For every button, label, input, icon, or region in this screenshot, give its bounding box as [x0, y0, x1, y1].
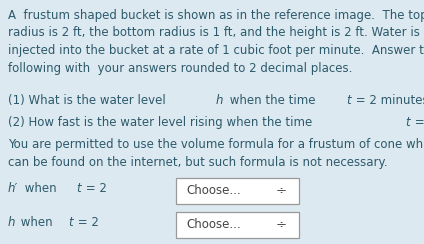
Text: following with  your answers rounded to 2 decimal places.: following with your answers rounded to 2… — [8, 62, 352, 75]
Text: = 2: = 2 — [74, 216, 99, 229]
Text: ÷: ÷ — [276, 184, 287, 197]
Text: when: when — [17, 216, 57, 229]
Text: h: h — [8, 216, 15, 229]
Text: when: when — [21, 182, 64, 195]
Text: You are permitted to use the volume formula for a frustum of cone which: You are permitted to use the volume form… — [8, 138, 424, 151]
Text: t: t — [405, 116, 410, 129]
Text: (2) How fast is the water level rising when the time: (2) How fast is the water level rising w… — [8, 116, 315, 129]
FancyBboxPatch shape — [176, 178, 299, 203]
Text: Choose...: Choose... — [187, 184, 241, 197]
Text: h′: h′ — [8, 182, 18, 195]
Text: radius is 2 ft, the bottom radius is 1 ft, and the height is 2 ft. Water is: radius is 2 ft, the bottom radius is 1 f… — [8, 26, 419, 39]
Text: = 2: = 2 — [82, 182, 107, 195]
Text: injected into the bucket at a rate of 1 cubic foot per minute.  Answer the: injected into the bucket at a rate of 1 … — [8, 44, 424, 57]
Text: h: h — [216, 94, 223, 107]
FancyBboxPatch shape — [176, 212, 299, 238]
Text: = 2 minutes?: = 2 minutes? — [352, 94, 424, 107]
Text: can be found on the internet, but such formula is not necessary.: can be found on the internet, but such f… — [8, 156, 387, 169]
Text: t: t — [76, 182, 81, 195]
Text: t: t — [68, 216, 73, 229]
Text: = 2 minutes?: = 2 minutes? — [411, 116, 424, 129]
Text: ÷: ÷ — [276, 218, 287, 231]
Text: A  frustum shaped bucket is shown as in the reference image.  The top: A frustum shaped bucket is shown as in t… — [8, 9, 424, 21]
Text: when the time: when the time — [226, 94, 319, 107]
Text: t: t — [346, 94, 351, 107]
Text: (1) What is the water level: (1) What is the water level — [8, 94, 169, 107]
Text: Choose...: Choose... — [187, 218, 241, 231]
